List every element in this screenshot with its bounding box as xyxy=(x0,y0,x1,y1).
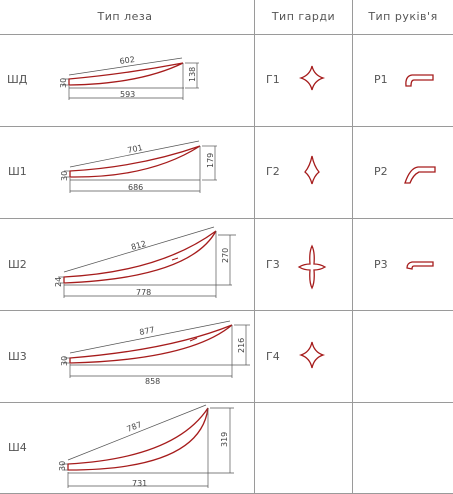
dim-chord-sh1: 686 xyxy=(128,183,143,192)
cross-guard-icon xyxy=(298,65,326,91)
dim-rise-shd: 138 xyxy=(188,67,197,82)
dim-length-shd: 602 xyxy=(119,55,135,66)
dim-length-sh1: 701 xyxy=(127,143,144,155)
handle-label-r2: Р2 xyxy=(374,165,388,178)
blade-drawing-sh3: 877 858 216 30 xyxy=(60,320,250,386)
straight-handle-icon xyxy=(406,261,434,270)
dim-base-sh4: 30 xyxy=(58,461,67,471)
blade-label-shd: ШД xyxy=(7,73,28,86)
curved-handle-icon xyxy=(404,166,436,184)
guard-label-g4: Г4 xyxy=(266,350,280,363)
dim-base-shd: 30 xyxy=(59,78,68,88)
dim-base-sh3: 30 xyxy=(60,356,69,366)
dim-length-sh2: 812 xyxy=(130,239,147,252)
header-handle-type: Тип руків'я xyxy=(368,10,438,23)
dim-chord-sh3: 858 xyxy=(145,377,160,386)
cross-guard-icon xyxy=(298,341,326,369)
handle-label-r1: Р1 xyxy=(374,73,388,86)
header-guard-type: Тип гарди xyxy=(271,10,336,23)
blade-label-sh4: Ш4 xyxy=(8,441,27,454)
hook-handle-icon xyxy=(405,74,434,87)
header-blade-type: Тип леза xyxy=(97,10,153,23)
dim-chord-shd: 593 xyxy=(120,90,135,99)
blade-label-sh3: Ш3 xyxy=(8,350,27,363)
diamond-guard-icon xyxy=(304,155,320,185)
dim-base-sh2: 24 xyxy=(54,277,63,287)
blade-label-sh1: Ш1 xyxy=(8,165,27,178)
dim-rise-sh2: 270 xyxy=(221,248,230,263)
blade-drawing-shd: 602 593 138 30 xyxy=(59,55,199,100)
dim-rise-sh1: 179 xyxy=(206,153,215,168)
blade-drawing-sh2: 812 778 270 24 xyxy=(54,226,236,298)
blade-drawing-sh1: 701 686 179 30 xyxy=(60,140,217,193)
dim-chord-sh4: 731 xyxy=(132,479,147,488)
dim-length-sh4: 787 xyxy=(125,420,142,434)
guard-label-g2: Г2 xyxy=(266,165,280,178)
long-cross-guard-icon xyxy=(297,244,327,290)
dim-chord-sh2: 778 xyxy=(136,288,151,297)
guard-label-g1: Г1 xyxy=(266,73,280,86)
dim-rise-sh4: 319 xyxy=(220,432,229,447)
blade-label-sh2: Ш2 xyxy=(8,258,27,271)
dim-base-sh1: 30 xyxy=(60,171,69,181)
handle-label-r3: Р3 xyxy=(374,258,388,271)
blade-drawing-sh4: 787 731 319 30 xyxy=(58,404,234,488)
blade-drawings: 602 593 138 30 701 686 179 30 xyxy=(54,55,250,488)
guard-label-g3: Г3 xyxy=(266,258,280,271)
dim-rise-sh3: 216 xyxy=(237,338,246,353)
dim-length-sh3: 877 xyxy=(139,325,156,337)
